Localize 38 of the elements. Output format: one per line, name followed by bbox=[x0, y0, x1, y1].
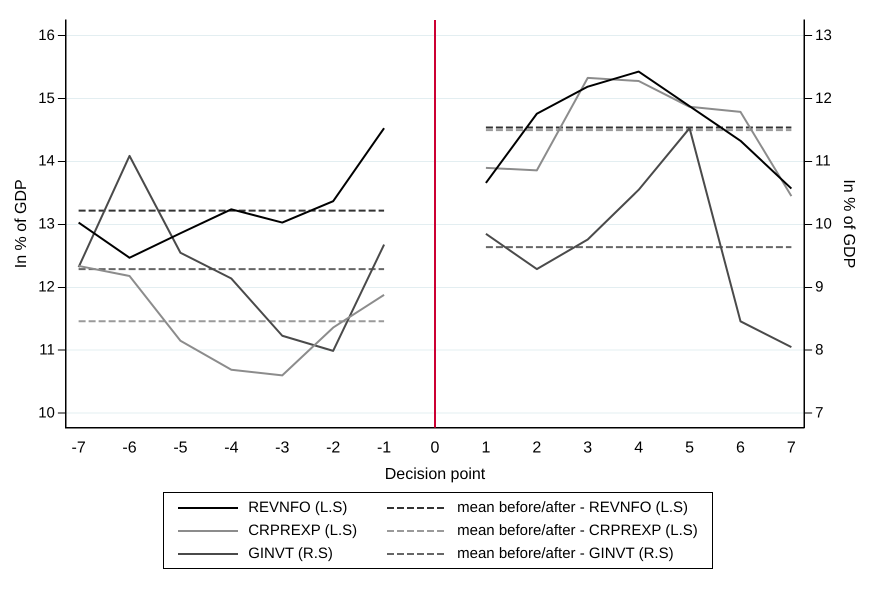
legend-label: GINVT (R.S) bbox=[248, 545, 333, 562]
x-tick-label: 7 bbox=[786, 440, 796, 457]
x-tick-label: -7 bbox=[71, 440, 86, 457]
y2-tick-label: 10 bbox=[815, 216, 832, 233]
y-tick-label: 13 bbox=[38, 216, 55, 233]
x-tick-label: 2 bbox=[532, 440, 542, 457]
x-axis-title: Decision point bbox=[384, 466, 486, 483]
x-tick-label: 1 bbox=[481, 440, 490, 457]
legend-label: CRPREXP (L.S) bbox=[248, 522, 358, 539]
x-tick-label: -1 bbox=[376, 440, 392, 457]
x-tick-label: -2 bbox=[326, 440, 340, 457]
y2-tick-label: 7 bbox=[815, 404, 824, 422]
x-tick-label: 4 bbox=[634, 440, 644, 457]
x-tick-label: -4 bbox=[224, 440, 239, 457]
legend-label: mean before/after - GINVT (R.S) bbox=[457, 545, 674, 562]
y2-axis-title: In % of GDP bbox=[840, 179, 857, 268]
x-tick-label: 6 bbox=[736, 440, 746, 457]
y2-tick-label: 9 bbox=[815, 278, 824, 296]
x-tick-label: -5 bbox=[173, 440, 188, 457]
y2-tick-label: 11 bbox=[815, 152, 831, 170]
y2-tick-label: 12 bbox=[815, 90, 832, 107]
y-axis-title: In % of GDP bbox=[13, 179, 30, 268]
legend-label: mean before/after - CRPREXP (L.S) bbox=[457, 522, 698, 539]
y-tick-label: 11 bbox=[39, 341, 55, 358]
y-tick-label: 12 bbox=[38, 278, 55, 296]
x-tick-label: 0 bbox=[430, 440, 440, 457]
x-tick-label: 5 bbox=[685, 440, 694, 457]
y2-tick-label: 8 bbox=[815, 341, 824, 358]
y2-tick-label: 13 bbox=[815, 26, 832, 44]
y-tick-label: 14 bbox=[38, 152, 55, 170]
y-tick-label: 15 bbox=[38, 90, 55, 107]
legend-label: REVNFO (L.S) bbox=[248, 499, 348, 516]
y-tick-label: 16 bbox=[38, 26, 55, 44]
x-tick-label: -6 bbox=[122, 440, 137, 457]
y-tick-label: 10 bbox=[38, 404, 55, 422]
x-tick-label: 3 bbox=[583, 440, 592, 457]
legend-label: mean before/after - REVNFO (L.S) bbox=[457, 499, 688, 516]
x-tick-label: -3 bbox=[275, 440, 290, 457]
